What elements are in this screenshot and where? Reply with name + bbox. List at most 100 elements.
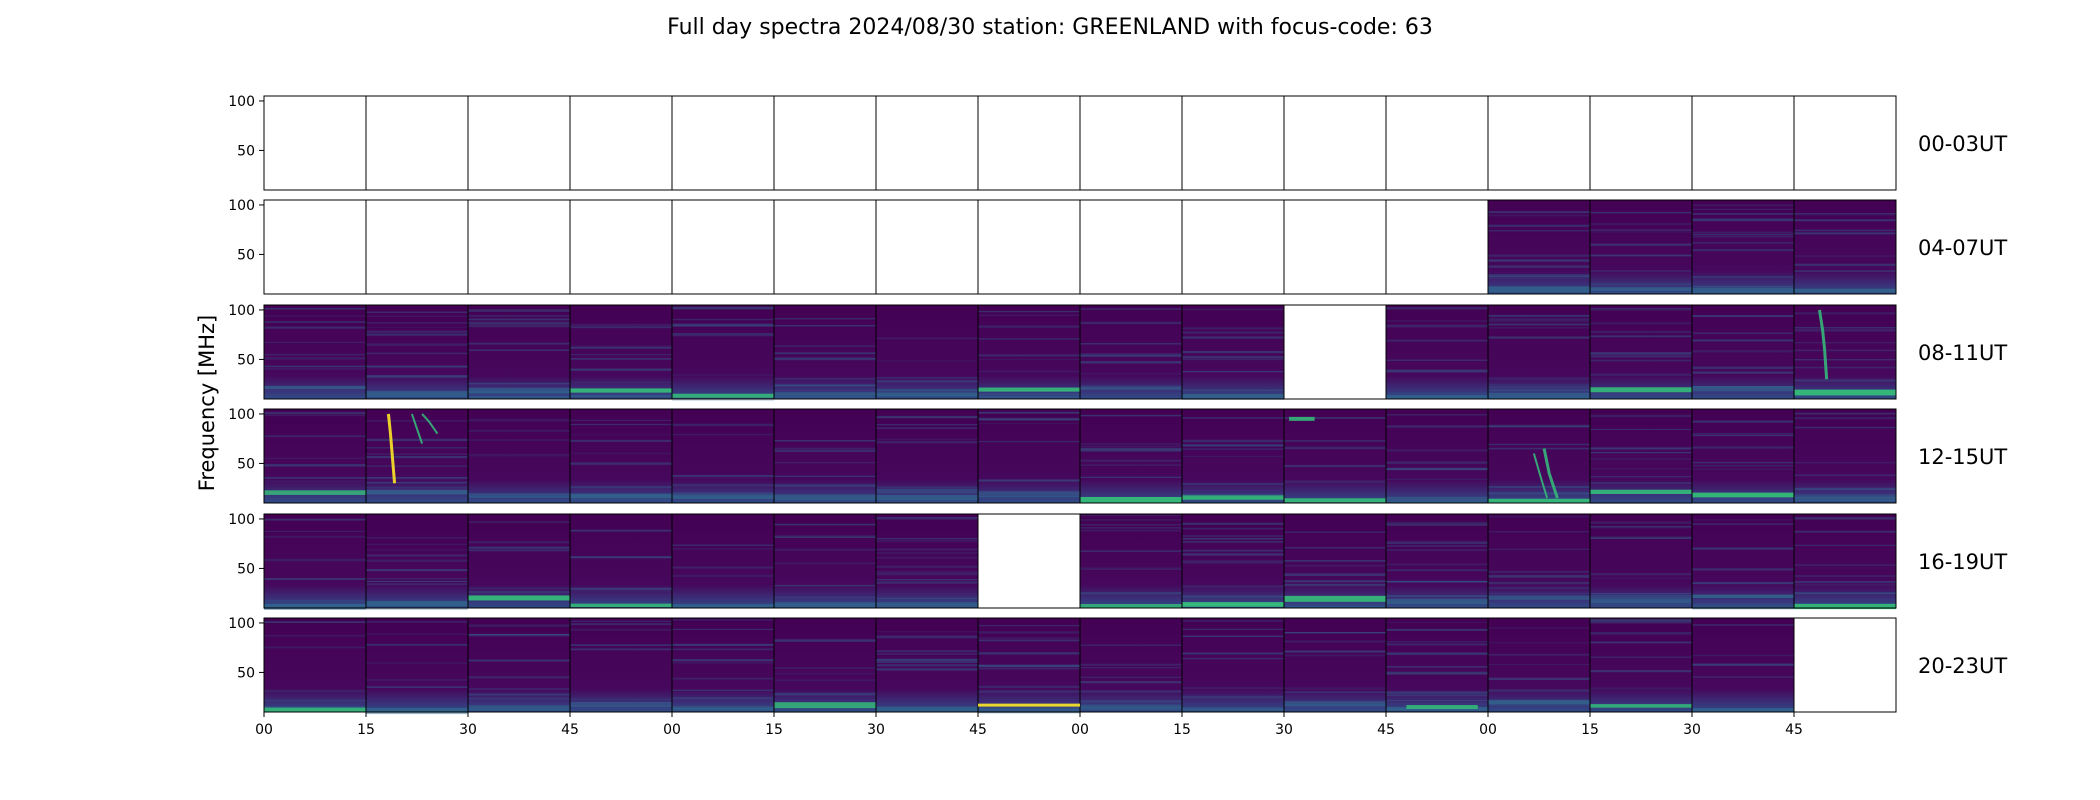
frequency-band <box>366 559 468 562</box>
frequency-band <box>1386 325 1488 328</box>
spectra-panel <box>1283 304 1387 400</box>
low-frequency-band <box>876 706 978 713</box>
low-frequency-band <box>774 702 876 709</box>
low-frequency-band <box>1590 489 1692 495</box>
spectra-panel <box>1691 617 1795 713</box>
frequency-band <box>1386 580 1488 583</box>
frequency-band <box>570 354 672 356</box>
frequency-band <box>1488 443 1590 446</box>
frequency-band <box>1488 703 1590 706</box>
frequency-band <box>1080 414 1182 417</box>
frequency-band <box>876 537 978 540</box>
frequency-band <box>1794 213 1896 215</box>
panel-frame <box>1793 408 1897 504</box>
frequency-band <box>1488 690 1590 692</box>
empty-panel <box>1386 200 1488 294</box>
frequency-band <box>1080 354 1182 357</box>
frequency-band <box>1386 563 1488 566</box>
frequency-band <box>1182 331 1284 334</box>
frequency-band <box>1284 632 1386 634</box>
spectrum-background <box>468 514 570 608</box>
low-frequency-band <box>1080 604 1182 608</box>
x-tick-label: 15 <box>765 722 783 738</box>
frequency-band <box>1692 241 1794 244</box>
frequency-band <box>1386 369 1488 371</box>
frequency-band <box>570 452 672 454</box>
frequency-band <box>468 314 570 318</box>
frequency-band <box>1386 478 1488 480</box>
spectra-panel <box>263 199 367 295</box>
frequency-band <box>366 343 468 346</box>
low-frequency-band <box>1080 496 1182 503</box>
frequency-band <box>1590 308 1692 311</box>
frequency-band <box>876 570 978 573</box>
frequency-band <box>1794 359 1896 361</box>
frequency-band <box>774 693 876 696</box>
frequency-band <box>1488 397 1590 400</box>
spectra-panel <box>773 513 877 609</box>
frequency-band <box>1182 541 1284 543</box>
frequency-band <box>1182 522 1284 525</box>
frequency-band <box>468 349 570 351</box>
frequency-band <box>1284 691 1386 693</box>
spectra-panel <box>773 304 877 400</box>
frequency-band <box>1182 560 1284 563</box>
spectra-panel <box>773 617 877 713</box>
frequency-band <box>468 659 570 662</box>
frequency-band <box>264 354 366 356</box>
frequency-band <box>1590 525 1692 528</box>
frequency-band <box>1794 517 1896 520</box>
frequency-band <box>1386 666 1488 668</box>
spectrum-background <box>876 409 978 503</box>
low-frequency-band <box>876 392 978 397</box>
spectra-panel <box>1181 95 1285 191</box>
spectra-panel <box>875 513 979 609</box>
frequency-band <box>1590 631 1692 634</box>
frequency-band <box>1488 210 1590 214</box>
frequency-band <box>264 464 366 467</box>
frequency-band <box>1386 569 1488 572</box>
frequency-band <box>1488 314 1590 317</box>
spectra-panel <box>467 513 571 609</box>
frequency-band <box>366 315 468 317</box>
y-tick-label: 100 <box>228 512 255 528</box>
frequency-band <box>1182 350 1284 354</box>
spectrum-background <box>1794 409 1896 503</box>
low-frequency-band <box>978 707 1080 714</box>
frequency-band <box>1590 231 1692 233</box>
frequency-band <box>1590 291 1692 294</box>
frequency-band <box>1692 446 1794 449</box>
frequency-band <box>264 689 366 692</box>
frequency-band <box>978 314 1080 317</box>
frequency-band <box>1590 521 1692 524</box>
low-frequency-band <box>1284 701 1386 707</box>
frequency-band <box>1590 414 1692 418</box>
frequency-band <box>978 667 1080 670</box>
frequency-band <box>1386 672 1488 675</box>
row-label: 12-15UT <box>1918 445 2007 469</box>
frequency-band <box>1488 318 1590 321</box>
x-tick-label: 30 <box>867 722 885 738</box>
frequency-band <box>468 634 570 637</box>
low-frequency-band <box>978 387 1080 392</box>
spectra-panel <box>671 617 775 713</box>
frequency-band <box>1488 386 1590 389</box>
low-frequency-band <box>1590 704 1692 708</box>
frequency-band <box>1386 425 1488 428</box>
frequency-band <box>672 544 774 547</box>
spectrum-background <box>1794 200 1896 294</box>
frequency-band <box>876 517 978 520</box>
frequency-band <box>876 389 978 392</box>
frequency-band <box>366 678 468 682</box>
spectra-panel <box>671 304 775 402</box>
frequency-band <box>1794 270 1896 273</box>
y-tick-label: 100 <box>228 303 255 319</box>
frequency-band <box>1488 664 1590 666</box>
spectrum-background <box>1080 305 1182 399</box>
frequency-band <box>1692 218 1794 220</box>
frequency-band <box>570 423 672 426</box>
frequency-band <box>1692 464 1794 467</box>
spectra-panel <box>1589 199 1693 295</box>
spectra-panel <box>467 617 571 713</box>
